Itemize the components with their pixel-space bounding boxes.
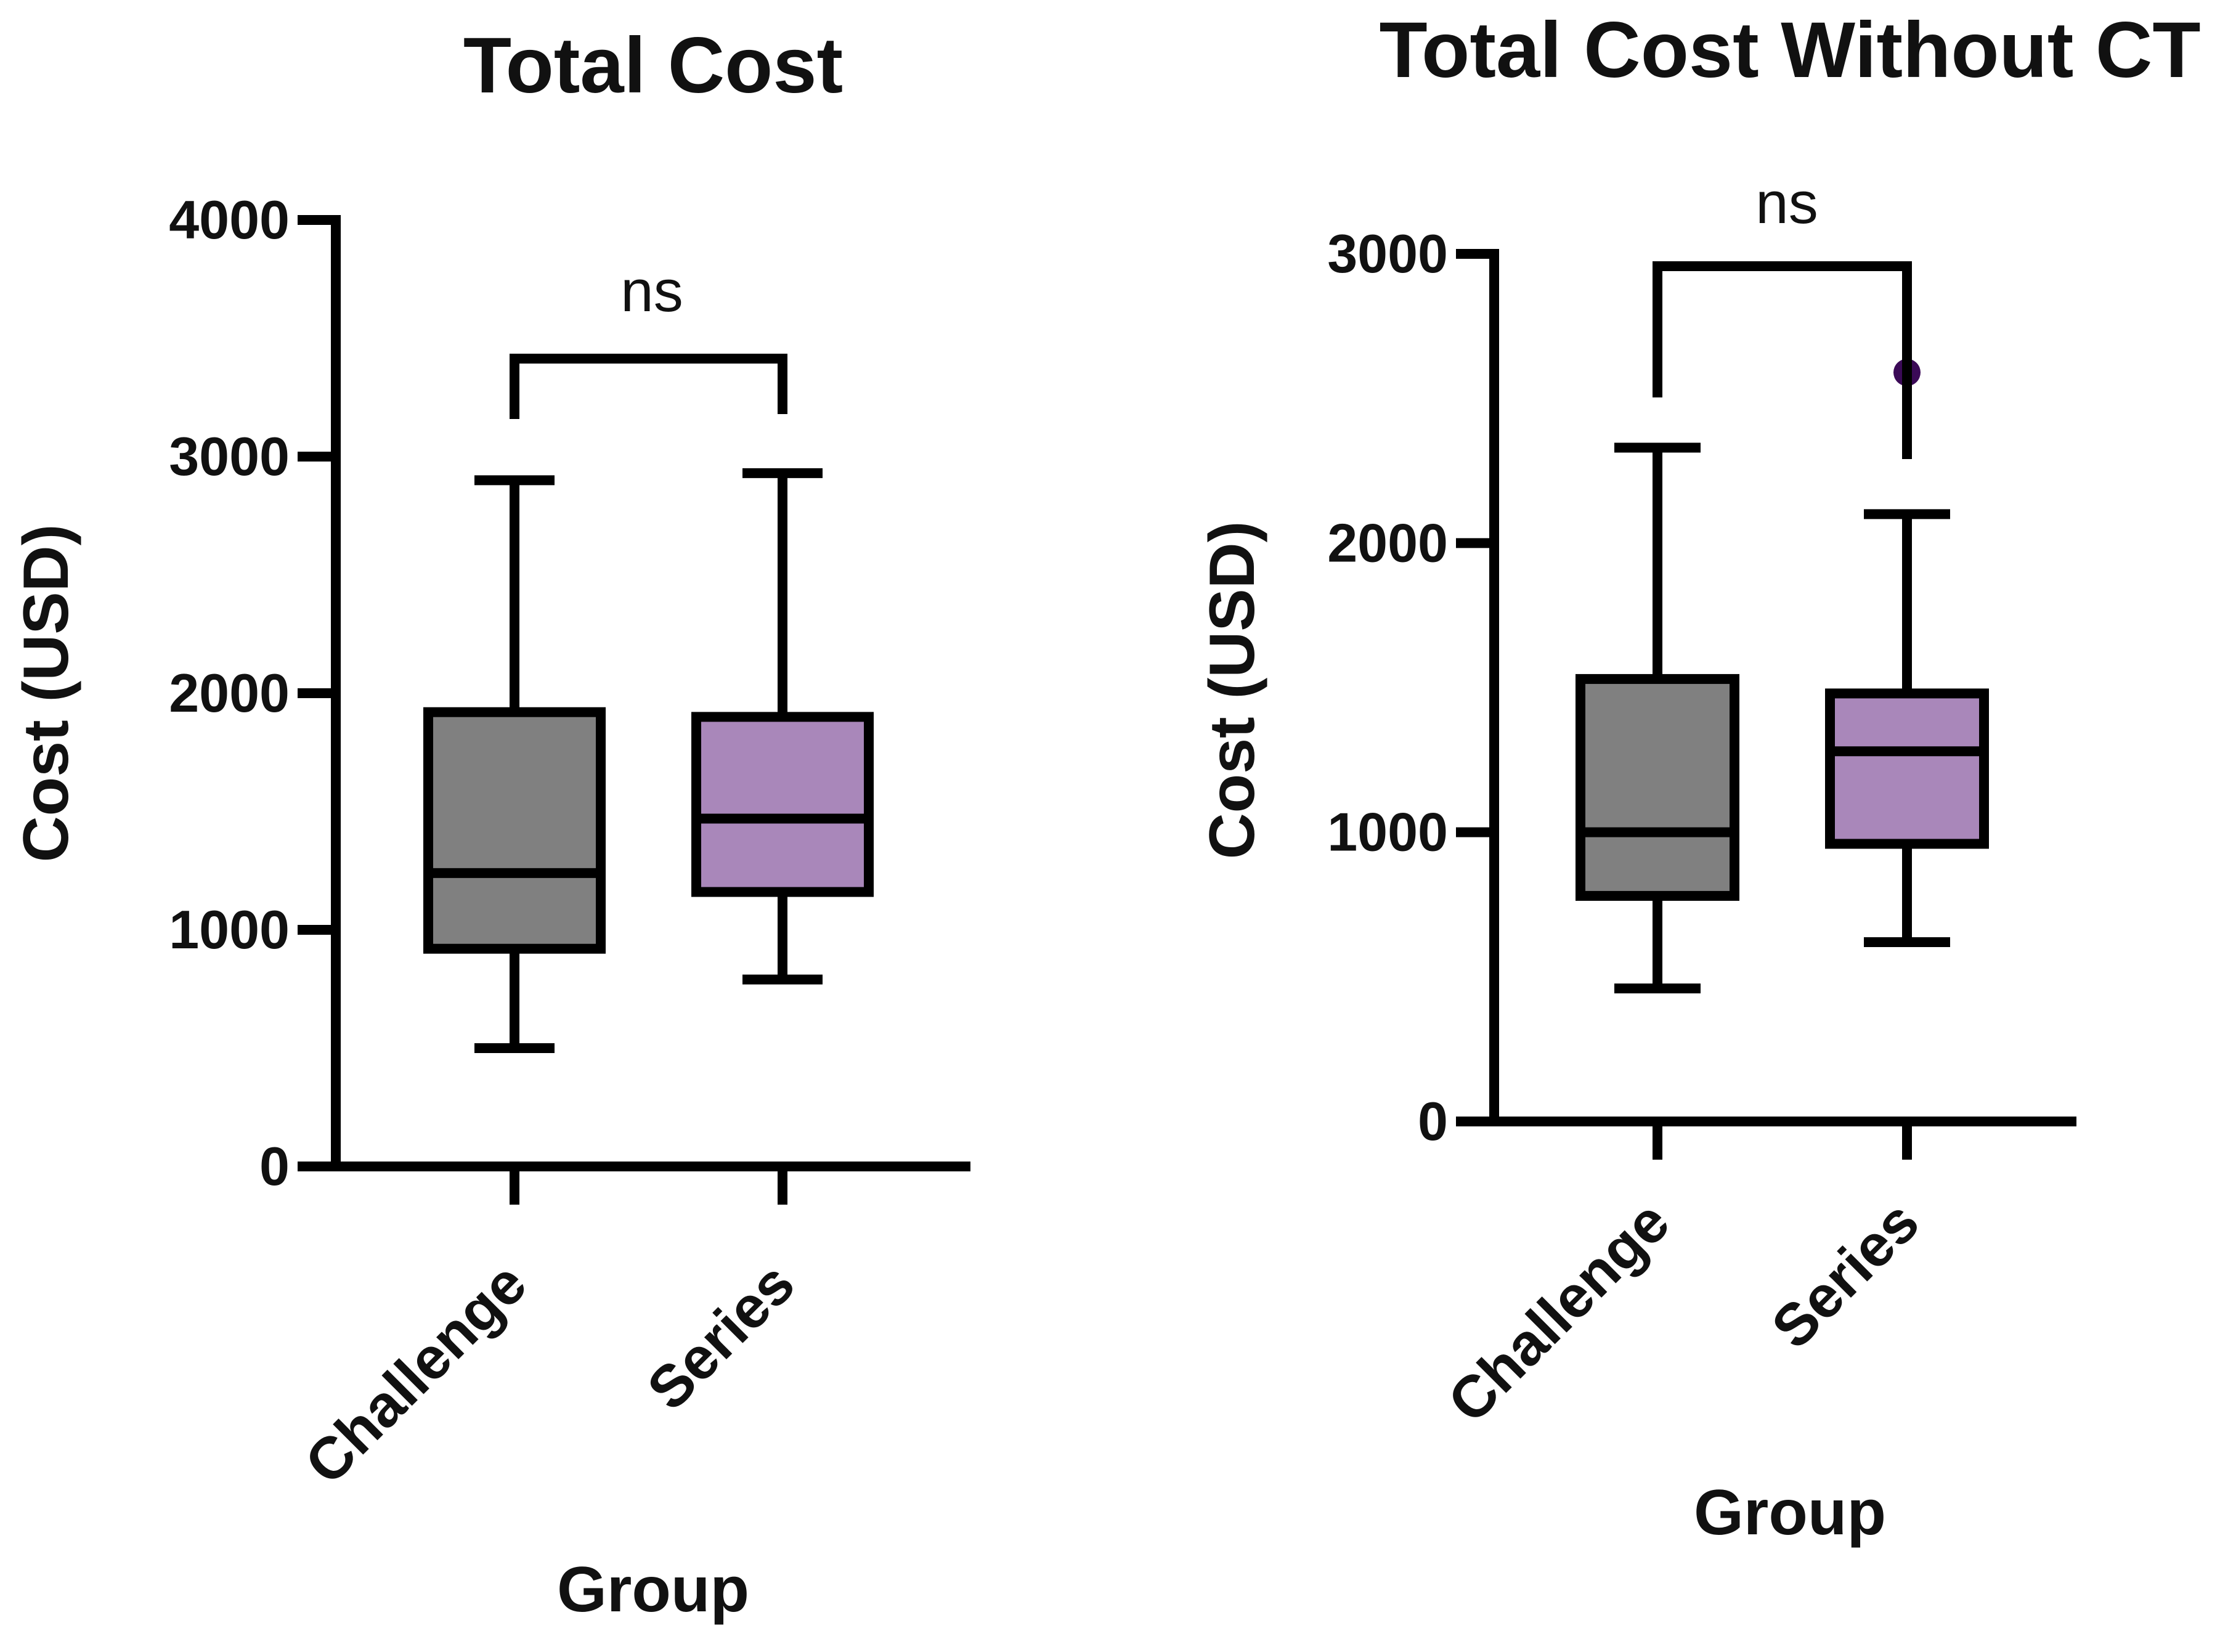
- box-series: [1825, 359, 1989, 1160]
- box-series: [691, 468, 874, 1205]
- y-tick-label: 3000: [1327, 223, 1448, 284]
- boxes: [1576, 359, 1989, 1160]
- y-tick-label: 4000: [169, 189, 290, 250]
- box-iqr: [1825, 688, 1989, 849]
- y-axis-label: Cost (USD): [10, 524, 82, 863]
- box-iqr: [1576, 673, 1739, 901]
- y-axis-label: Cost (USD): [1197, 521, 1268, 860]
- x-axis-label: Group: [1694, 1477, 1886, 1548]
- category-labels: Challenge Series: [293, 1250, 807, 1497]
- significance-bracket: ns: [510, 258, 787, 419]
- panel-total-cost-without-ct: Total Cost Without CT Cost (USD) Group 0…: [1197, 6, 2201, 1548]
- y-ticks: 0 1000 2000 3000: [1327, 223, 1494, 1152]
- y-tick-label: 3000: [169, 426, 290, 487]
- boxes: [423, 468, 874, 1205]
- y-tick-label: 2000: [169, 662, 290, 723]
- y-tick-label: 0: [259, 1136, 290, 1197]
- y-ticks: 0 1000 2000 3000 4000: [169, 189, 336, 1197]
- y-tick-label: 2000: [1327, 512, 1448, 573]
- y-tick-label: 0: [1418, 1091, 1448, 1152]
- x-tick-label: Series: [635, 1250, 807, 1422]
- x-axis-label: Group: [557, 1554, 749, 1626]
- box-challenge: [423, 475, 606, 1205]
- significance-bracket: ns: [1653, 170, 1912, 459]
- significance-label: ns: [1755, 170, 1818, 236]
- box-iqr: [423, 707, 606, 954]
- bracket-line: [510, 354, 787, 419]
- panel-total-cost: Total Cost Cost (USD) Group 0 1000 2000 300…: [10, 22, 970, 1626]
- x-tick-label: Series: [1759, 1189, 1931, 1361]
- significance-label: ns: [620, 258, 683, 324]
- x-tick-label: Challenge: [1436, 1189, 1682, 1435]
- category-labels: Challenge Series: [1436, 1189, 1932, 1435]
- chart-title: Total Cost Without CT: [1379, 6, 2200, 94]
- chart-title: Total Cost: [463, 22, 843, 110]
- x-tick-label: Challenge: [293, 1250, 539, 1497]
- bracket-line: [1653, 261, 1912, 459]
- box-challenge: [1576, 442, 1739, 1160]
- box-iqr: [691, 712, 874, 897]
- y-tick-label: 1000: [1327, 802, 1448, 863]
- y-tick-label: 1000: [169, 899, 290, 960]
